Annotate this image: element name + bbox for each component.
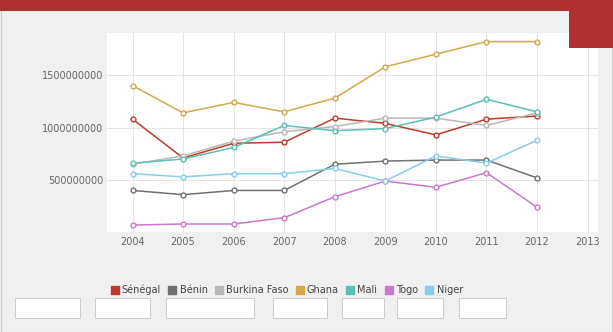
Line: Ghana: Ghana (130, 39, 539, 115)
Mali (331, 129, 338, 133)
Niger (129, 172, 136, 176)
Bénin (533, 176, 541, 180)
Ghana (180, 111, 187, 115)
Ghana (533, 40, 541, 43)
Text: ✂: ✂ (586, 24, 596, 34)
Bénin (331, 162, 338, 166)
Burkina Faso (281, 130, 288, 134)
Ghana (230, 100, 237, 104)
Mali (180, 157, 187, 161)
Legend: Sénégal, Bénin, Burkina Faso, Ghana, Mali, Togo, Niger: Sénégal, Bénin, Burkina Faso, Ghana, Mal… (107, 281, 466, 299)
Sénégal (432, 133, 440, 137)
Sénégal (533, 114, 541, 118)
Niger (180, 175, 187, 179)
Mali (533, 110, 541, 114)
Line: Sénégal: Sénégal (130, 114, 539, 160)
Niger (281, 172, 288, 176)
Text: Burkina Faso ×: Burkina Faso × (173, 303, 247, 313)
Sénégal (281, 140, 288, 144)
Sénégal (129, 117, 136, 121)
Ghana (331, 96, 338, 100)
Burkina Faso (483, 124, 490, 127)
Line: Togo: Togo (130, 170, 539, 227)
Togo (129, 223, 136, 227)
Togo (230, 222, 237, 226)
Sénégal (483, 117, 490, 121)
Burkina Faso (230, 139, 237, 143)
Bénin (281, 189, 288, 193)
Burkina Faso (331, 124, 338, 128)
Togo (331, 195, 338, 199)
Burkina Faso (432, 116, 440, 120)
Text: Mali ×: Mali × (348, 303, 378, 313)
Mali (281, 124, 288, 127)
Burkina Faso (129, 162, 136, 166)
Text: Bénin ×: Bénin × (103, 303, 142, 313)
Ghana (129, 84, 136, 88)
Burkina Faso (382, 116, 389, 120)
Burkina Faso (180, 154, 187, 158)
Burkina Faso (533, 111, 541, 115)
Bénin (432, 158, 440, 162)
Togo (180, 222, 187, 226)
Text: Niger ×: Niger × (463, 303, 501, 313)
Niger (483, 161, 490, 165)
Niger (382, 179, 389, 183)
Mali (129, 161, 136, 165)
Mali (230, 145, 237, 149)
Bénin (382, 159, 389, 163)
Ghana (483, 40, 490, 43)
Mali (432, 115, 440, 119)
Togo (281, 216, 288, 220)
Line: Burkina Faso: Burkina Faso (130, 111, 539, 167)
Line: Mali: Mali (130, 97, 539, 166)
Bénin (180, 193, 187, 197)
Text: Togo ×: Togo × (403, 303, 437, 313)
Text: Sénégal ×: Sénégal × (22, 303, 73, 313)
Sénégal (230, 141, 237, 145)
Niger (533, 138, 541, 142)
Bénin (129, 189, 136, 193)
Ghana (432, 52, 440, 56)
Bénin (230, 189, 237, 193)
Sénégal (382, 122, 389, 125)
Mali (483, 97, 490, 101)
Niger (230, 172, 237, 176)
Ghana (382, 65, 389, 69)
Text: Ghana ×: Ghana × (278, 303, 321, 313)
Togo (382, 179, 389, 183)
Togo (533, 205, 541, 209)
Niger (432, 154, 440, 158)
Mali (382, 126, 389, 130)
Togo (483, 171, 490, 175)
Niger (331, 166, 338, 170)
Sénégal (180, 156, 187, 160)
Sénégal (331, 116, 338, 120)
Ghana (281, 110, 288, 114)
Line: Bénin: Bénin (130, 158, 539, 197)
Line: Niger: Niger (130, 138, 539, 184)
Togo (432, 185, 440, 189)
Bénin (483, 158, 490, 162)
